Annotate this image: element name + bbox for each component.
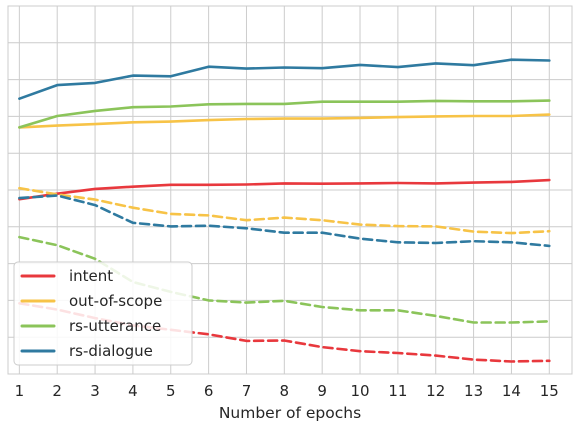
series-line-intent-solid — [18, 178, 551, 201]
legend-box — [13, 261, 193, 366]
legend-label-rs-dialogue: rs-dialogue — [69, 342, 153, 360]
legend-label-rs-utterance: rs-utterance — [69, 317, 161, 335]
x-tick-label: 5 — [166, 382, 176, 400]
x-tick-label: 13 — [464, 382, 483, 400]
legend-label-intent: intent — [69, 267, 113, 285]
x-tick-label: 7 — [242, 382, 252, 400]
x-tick-label: 15 — [540, 382, 559, 400]
x-axis-label: Number of epochs — [219, 404, 361, 422]
series-line-rs-utterance-solid — [18, 99, 551, 129]
series-line-out-of-scope-solid — [18, 113, 551, 129]
legend-label-out-of-scope: out-of-scope — [69, 292, 162, 310]
x-tick-label: 11 — [388, 382, 407, 400]
x-tick-label: 4 — [128, 382, 138, 400]
x-tick-label: 2 — [52, 382, 62, 400]
x-tick-label: 6 — [204, 382, 214, 400]
x-tick-label: 14 — [502, 382, 521, 400]
series-line-rs-dialogue-dashed — [18, 194, 551, 248]
x-tick-label: 12 — [426, 382, 445, 400]
x-tick-label: 8 — [280, 382, 290, 400]
x-tick-labels: 1 2 3 4 5 6 7 8 9 10 11 12 13 14 15 — [15, 382, 559, 400]
x-tick-label: 3 — [90, 382, 100, 400]
x-tick-label: 9 — [317, 382, 327, 400]
plot-border — [7, 5, 573, 375]
x-tick-label: 10 — [350, 382, 369, 400]
x-tick-label: 1 — [15, 382, 25, 400]
legend: intent out-of-scope rs-utterance rs-dialogu… — [13, 261, 193, 366]
series-line-rs-dialogue-solid — [18, 58, 551, 100]
series-line-out-of-scope-dashed — [18, 186, 551, 235]
